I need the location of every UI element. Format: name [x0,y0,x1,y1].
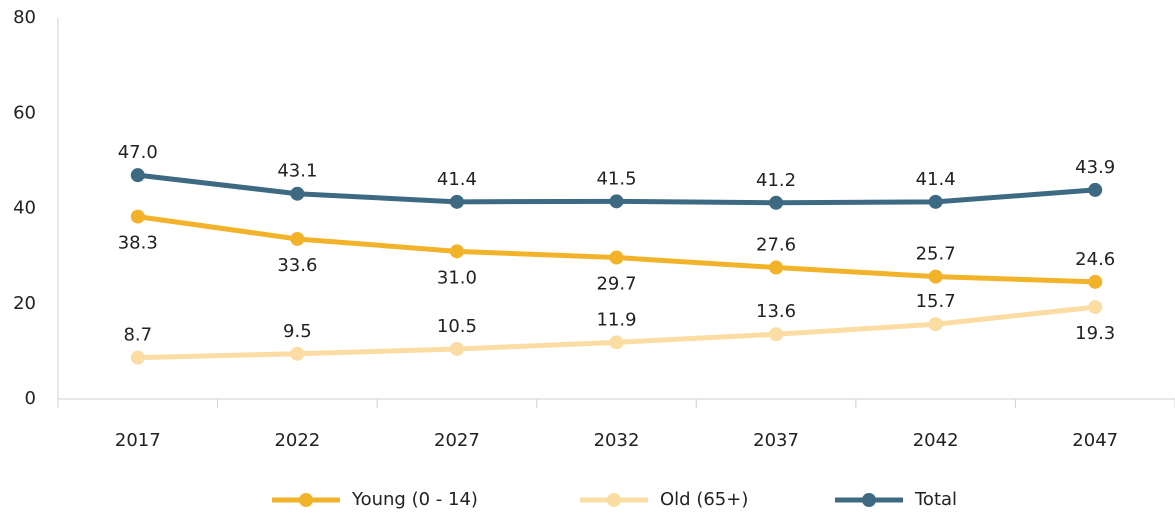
x-tick-label: 2017 [115,430,161,451]
y-tick-label: 60 [13,102,36,123]
point [449,341,464,356]
data-label: 11.9 [596,309,636,330]
data-label: 24.6 [1075,249,1115,270]
x-tick-label: 2047 [1072,430,1118,451]
legend-label: Young (0 - 14) [351,489,478,510]
point [769,327,784,342]
x-tick-label: 2037 [753,430,799,451]
y-tick-label: 40 [13,198,36,219]
point [1088,300,1103,315]
point [290,346,305,361]
data-label: 33.6 [277,255,317,276]
legend-marker [607,493,621,507]
x-tick-label: 2042 [913,430,959,451]
point [290,186,305,201]
point [769,260,784,275]
data-label: 10.5 [437,316,477,337]
point [1088,182,1103,197]
data-label: 27.6 [756,235,796,256]
data-label: 47.0 [118,142,158,163]
data-label: 9.5 [283,321,312,342]
legend-marker [862,493,876,507]
x-tick-label: 2032 [594,430,640,451]
data-label: 13.6 [756,301,796,322]
data-label: 43.9 [1075,157,1115,178]
legend-marker [299,493,313,507]
data-label: 41.2 [756,170,796,191]
point [130,168,145,183]
point [290,231,305,246]
point [609,194,624,209]
data-label: 43.1 [277,161,317,182]
point [609,335,624,350]
data-label: 41.5 [596,168,636,189]
legend-label: Total [914,489,957,510]
point [769,195,784,210]
x-tick-label: 2022 [274,430,320,451]
x-tick-label: 2027 [434,430,480,451]
point [928,194,943,209]
point [928,317,943,332]
data-label: 8.7 [123,325,152,346]
data-label: 38.3 [118,233,158,254]
y-tick-label: 80 [13,7,36,28]
data-label: 29.7 [596,274,636,295]
data-label: 19.3 [1075,323,1115,344]
legend-label: Old (65+) [660,489,748,510]
y-tick-label: 0 [25,388,36,409]
point [130,209,145,224]
data-label: 15.7 [916,291,956,312]
point [609,250,624,265]
point [130,350,145,365]
point [449,194,464,209]
data-label: 41.4 [437,169,477,190]
point [928,269,943,284]
y-tick-label: 20 [13,293,36,314]
data-label: 41.4 [916,169,956,190]
data-label: 25.7 [916,244,956,265]
point [1088,274,1103,289]
point [449,244,464,259]
data-label: 31.0 [437,267,477,288]
